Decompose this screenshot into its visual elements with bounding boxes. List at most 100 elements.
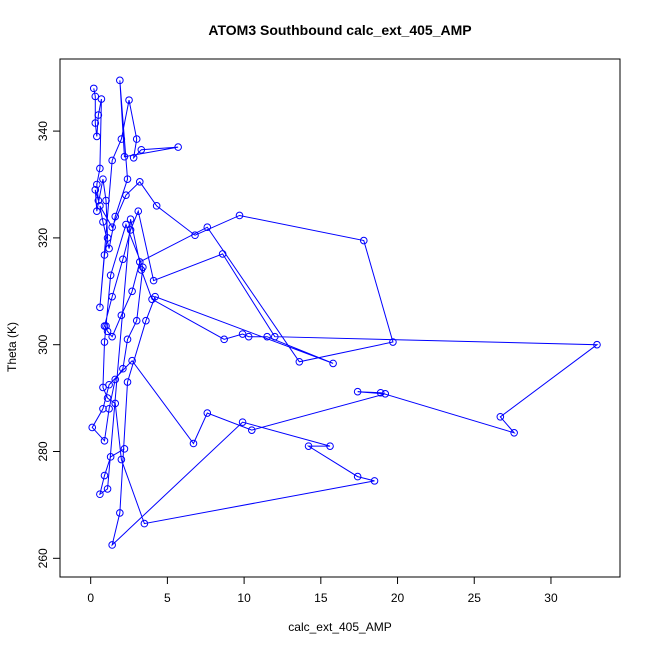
data-point [149,276,158,285]
data-point [88,423,97,432]
data-point [128,287,136,296]
data-point [111,375,120,384]
data-point [91,119,100,127]
data-point [137,266,146,274]
data-point [359,236,368,245]
data-point [96,303,104,312]
data-point [108,541,116,549]
data-point [96,164,104,173]
data-point [235,211,244,220]
data-point [304,442,313,450]
data-point [510,429,518,437]
data-point [148,295,156,304]
data-point [593,340,601,349]
data-point [105,380,113,389]
data-point [91,92,100,101]
data-point [119,255,127,264]
data-point [119,364,127,373]
x-axis-label: calc_ext_405_AMP [288,620,391,634]
data-point [376,388,385,397]
data-point [128,356,136,365]
y-axis-tick-label: 340 [36,121,50,141]
data-point [99,175,107,183]
data-point [132,135,141,143]
data-point [102,196,110,205]
data-point [108,223,116,232]
data-point [100,338,109,346]
data-point [218,250,227,258]
y-axis-tick-label: 320 [36,228,50,248]
data-point [122,191,130,199]
data-point [108,332,116,341]
data-point [123,175,132,183]
data-point [238,418,247,426]
data-point [102,322,110,330]
data-point [122,220,130,229]
data-point [91,186,100,194]
data-point [94,196,103,205]
y-axis-label: Theta (K) [5,322,19,372]
data-point [96,490,104,499]
data-point [220,335,228,344]
data-point [96,202,104,210]
data-point [100,437,109,445]
series-line [91,80,599,547]
data-point [108,156,116,165]
data-point [100,471,109,480]
data-point [120,152,129,161]
data-point [238,330,247,338]
x-axis-tick-label: 25 [468,591,482,605]
data-point [103,485,112,493]
data-point [117,311,126,320]
data-point [152,202,161,210]
x-axis: 0 5 10 15 20 25 30 [87,576,558,605]
y-axis: 260 280 300 320 340 [36,121,61,568]
data-point [203,223,212,232]
data-point [89,84,98,93]
data-point [105,244,113,253]
data-point [496,412,505,421]
data-point [326,442,334,450]
data-point [126,226,135,234]
data-point [97,95,106,103]
data-point [295,357,304,366]
data-point [111,399,120,408]
data-point [105,404,113,413]
data-point [142,316,150,325]
data-point [106,453,115,461]
x-axis-tick-label: 15 [314,591,328,605]
x-axis-tick-label: 10 [237,591,251,605]
data-point [103,234,112,242]
data-point [117,455,126,464]
data-point [93,132,101,141]
data-point [174,143,182,151]
chart-title: ATOM3 Southbound calc_ext_405_AMP [208,22,471,38]
data-point [116,76,124,85]
data-point [106,271,115,280]
series-layer [88,76,601,549]
data-point [370,477,379,485]
data-point [103,394,112,402]
data-point [270,332,279,341]
x-axis-tick-label: 30 [544,591,558,605]
data-point [93,180,101,189]
data-point [189,439,198,448]
data-point [134,207,143,215]
y-axis-tick-label: 260 [36,548,50,568]
data-point [329,359,337,368]
data-point [125,96,133,104]
data-point [123,335,132,344]
data-point [100,251,109,259]
data-point [123,378,132,386]
data-point [129,153,138,162]
data-point [353,387,362,396]
x-axis-tick-label: 5 [164,591,171,605]
data-point [126,215,135,224]
y-axis-tick-label: 280 [36,441,50,461]
data-point [120,445,129,453]
data-point [353,472,362,481]
data-point [108,292,116,301]
data-point [117,135,126,143]
y-axis-tick-label: 300 [36,334,50,354]
